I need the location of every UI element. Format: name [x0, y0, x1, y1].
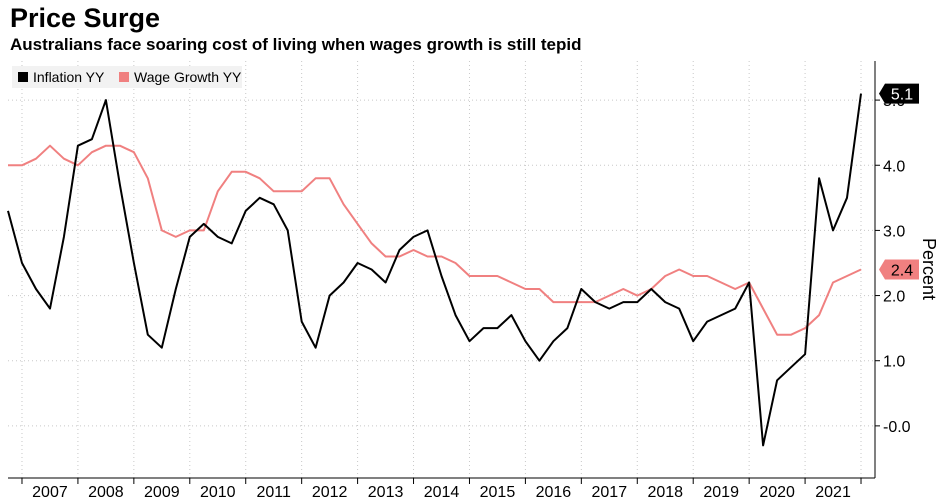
- last-value-label-wage-growth: 2.4: [891, 263, 913, 280]
- legend-label-inflation: Inflation YY: [33, 69, 105, 85]
- last-value-labels: 5.1 2.4: [879, 83, 919, 280]
- y-tick-label: 2.0: [883, 289, 905, 306]
- x-tick-label: 2007: [32, 484, 68, 500]
- x-tick-label: 2010: [200, 484, 236, 500]
- chart-subtitle: Australians face soaring cost of living …: [10, 35, 582, 54]
- x-tick-label: 2017: [592, 484, 628, 500]
- y-tick-label: 1.0: [883, 354, 905, 371]
- plot-area: [8, 61, 875, 478]
- x-tick-label: 2021: [815, 484, 851, 500]
- plot-background: [8, 61, 875, 478]
- x-tick-label: 2014: [424, 484, 460, 500]
- y-tick-label: -0.0: [883, 419, 911, 436]
- y-tick-label: 4.0: [883, 158, 905, 175]
- y-tick-label: 3.0: [883, 223, 905, 240]
- last-value-tag-inflation: [879, 83, 919, 104]
- last-value-tag-wage-growth: [879, 259, 919, 280]
- legend-swatch-wage-growth: [119, 72, 129, 82]
- x-tick-label: 2019: [703, 484, 739, 500]
- x-tick-label: 2012: [312, 484, 348, 500]
- x-tick-label: 2011: [256, 484, 291, 500]
- last-value-label-inflation: 5.1: [891, 87, 913, 104]
- series-lines: [7, 93, 862, 447]
- x-tick-label: 2016: [536, 484, 572, 500]
- x-tick-label: 2015: [480, 484, 516, 500]
- gridlines: [8, 61, 875, 478]
- chart-title: Price Surge: [10, 3, 161, 33]
- x-tick-label: 2020: [759, 484, 795, 500]
- x-tick-label: 2008: [88, 484, 124, 500]
- legend: Inflation YY Wage Growth YY: [12, 66, 242, 88]
- series-line-inflation: [7, 93, 862, 447]
- legend-swatch-inflation: [18, 72, 28, 82]
- x-tick-label: 2009: [144, 484, 180, 500]
- x-tick-label: 2018: [647, 484, 683, 500]
- y-axis-title: Percent: [919, 238, 939, 300]
- x-tick-label: 2013: [368, 484, 404, 500]
- legend-label-wage-growth: Wage Growth YY: [134, 69, 242, 85]
